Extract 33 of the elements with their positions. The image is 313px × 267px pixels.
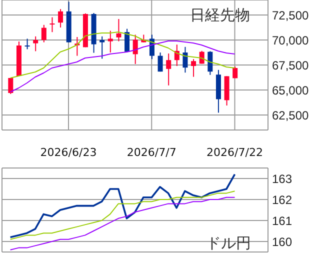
candlestick (116, 18, 122, 42)
candlestick (124, 28, 130, 52)
line-series (10, 32, 236, 78)
y-tick-label: 160 (272, 234, 292, 249)
x-tick-label: 2026/6/23 (40, 146, 97, 159)
candlestick (100, 36, 105, 60)
y-tick-label: 162 (272, 192, 292, 207)
line-series (9, 173, 236, 238)
y-tick-label: 163 (272, 172, 292, 186)
candlestick (224, 76, 230, 106)
y-tick-label: 62,500 (272, 108, 310, 122)
y-tick-label: 67,500 (272, 58, 310, 72)
line-series (10, 196, 236, 250)
candlestick (58, 8, 64, 28)
candlestick (41, 24, 46, 43)
y-tick-label: 70,000 (272, 33, 310, 48)
candlestick (166, 53, 172, 86)
candlestick (208, 50, 213, 76)
chart-title: 日経先物 (190, 6, 250, 25)
candlestick (132, 34, 138, 64)
candlestick (50, 16, 55, 33)
y-tick-label: 65,000 (272, 83, 310, 98)
candlestick (24, 38, 30, 50)
candlestick (108, 30, 113, 53)
y-tick-label: 161 (272, 214, 292, 228)
candlestick (191, 58, 196, 78)
x-tick-label: 2026/7/7 (126, 146, 176, 159)
candlestick (158, 52, 163, 72)
x-tick-label: 2026/7/22 (206, 146, 263, 159)
candlestick (182, 46, 188, 74)
text: ドル円 (206, 234, 251, 253)
candlestick (33, 36, 38, 52)
y-tick-label: 72,500 (272, 8, 310, 22)
